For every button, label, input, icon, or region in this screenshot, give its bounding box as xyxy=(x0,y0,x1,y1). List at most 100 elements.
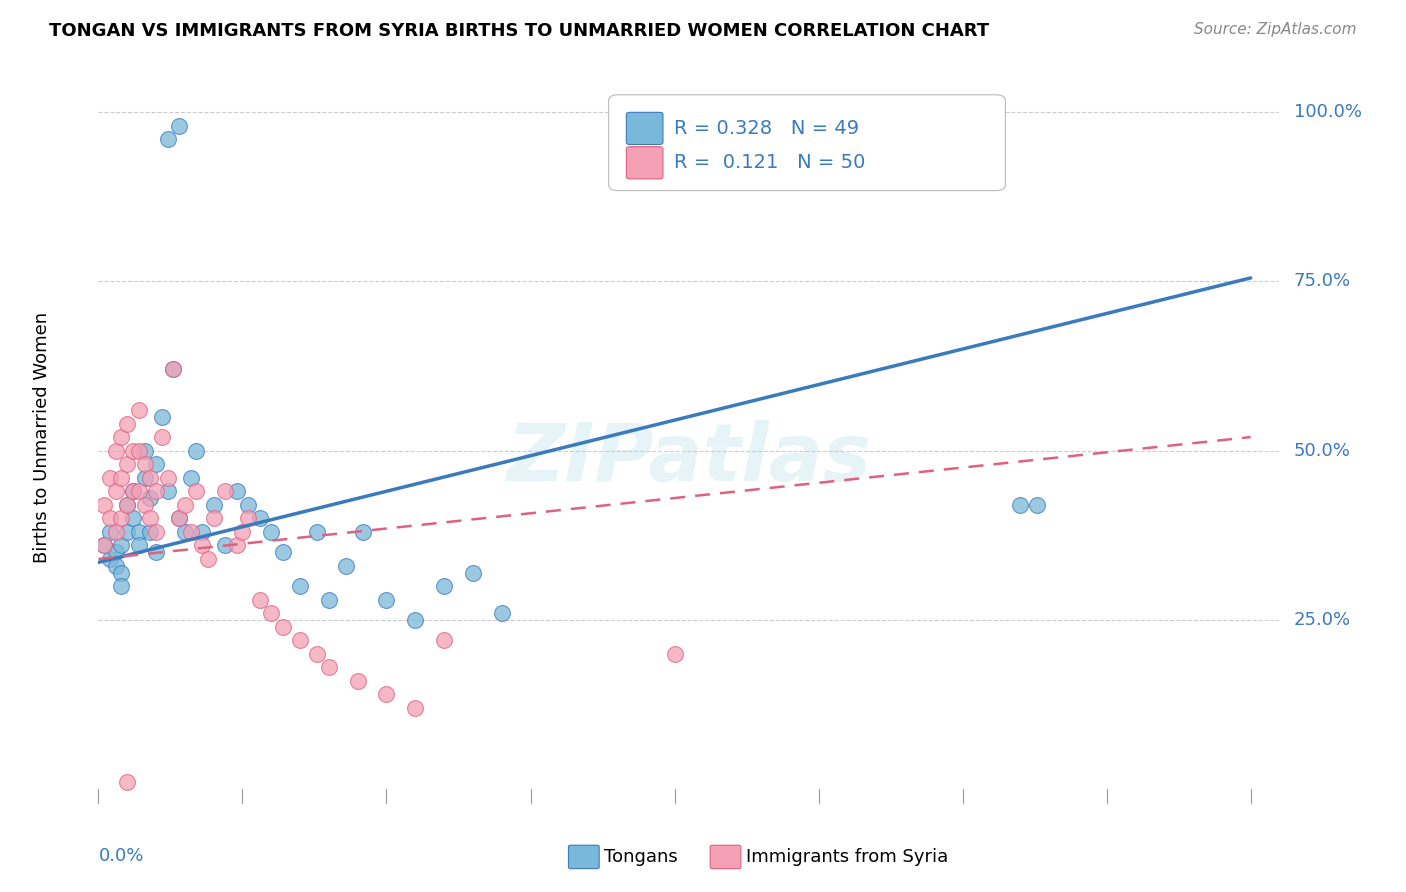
Point xyxy=(139,511,162,525)
FancyBboxPatch shape xyxy=(568,846,599,869)
Point xyxy=(288,579,311,593)
Point xyxy=(122,511,145,525)
Point xyxy=(110,511,132,525)
Point xyxy=(1010,498,1032,512)
Point xyxy=(433,579,456,593)
Point xyxy=(167,119,190,133)
Point xyxy=(162,362,184,376)
Text: R =  0.121   N = 50: R = 0.121 N = 50 xyxy=(673,153,865,172)
Point xyxy=(128,403,150,417)
FancyBboxPatch shape xyxy=(710,846,741,869)
Point xyxy=(180,524,202,539)
Point xyxy=(98,552,121,566)
Point xyxy=(375,592,398,607)
Point xyxy=(134,498,156,512)
Point xyxy=(231,524,253,539)
Point xyxy=(128,538,150,552)
Point xyxy=(115,457,138,471)
Point xyxy=(115,498,138,512)
Point xyxy=(104,524,127,539)
Point xyxy=(173,524,195,539)
Point xyxy=(145,484,167,499)
Point xyxy=(104,558,127,573)
Point xyxy=(122,443,145,458)
Point xyxy=(104,443,127,458)
Point xyxy=(150,409,173,424)
Point xyxy=(307,524,329,539)
Point xyxy=(162,362,184,376)
Point xyxy=(271,620,294,634)
Point xyxy=(186,443,208,458)
Text: 25.0%: 25.0% xyxy=(1294,611,1351,629)
Point xyxy=(491,606,513,620)
Point xyxy=(271,545,294,559)
Point xyxy=(93,498,115,512)
Point xyxy=(115,498,138,512)
FancyBboxPatch shape xyxy=(626,112,664,145)
Point xyxy=(404,701,426,715)
Text: 0.0%: 0.0% xyxy=(98,847,143,864)
FancyBboxPatch shape xyxy=(626,146,664,179)
Point xyxy=(335,558,357,573)
Point xyxy=(225,538,247,552)
Point xyxy=(191,524,214,539)
Point xyxy=(664,647,686,661)
Point xyxy=(167,511,190,525)
Point xyxy=(104,545,127,559)
Point xyxy=(433,633,456,648)
Text: 75.0%: 75.0% xyxy=(1294,272,1351,290)
Point xyxy=(288,633,311,648)
Point xyxy=(167,511,190,525)
Point xyxy=(307,647,329,661)
Point xyxy=(139,491,162,505)
Point xyxy=(191,538,214,552)
Point xyxy=(139,471,162,485)
Point xyxy=(115,524,138,539)
Point xyxy=(249,592,271,607)
Point xyxy=(122,484,145,499)
Point xyxy=(128,443,150,458)
Point xyxy=(214,484,236,499)
Text: Immigrants from Syria: Immigrants from Syria xyxy=(745,848,948,866)
Point xyxy=(98,524,121,539)
Point xyxy=(110,538,132,552)
Point xyxy=(115,775,138,789)
Point xyxy=(197,552,219,566)
Text: 50.0%: 50.0% xyxy=(1294,442,1351,459)
Point xyxy=(115,417,138,431)
Point xyxy=(238,498,260,512)
Text: Source: ZipAtlas.com: Source: ZipAtlas.com xyxy=(1194,22,1357,37)
Point xyxy=(461,566,484,580)
Point xyxy=(346,673,368,688)
Point xyxy=(110,566,132,580)
Text: 100.0%: 100.0% xyxy=(1294,103,1361,121)
Point xyxy=(145,457,167,471)
Point xyxy=(110,579,132,593)
Point xyxy=(238,511,260,525)
Text: Births to Unmarried Women: Births to Unmarried Women xyxy=(32,311,51,563)
Point xyxy=(1026,498,1049,512)
Point xyxy=(98,511,121,525)
Point xyxy=(145,524,167,539)
Point xyxy=(173,498,195,512)
Point xyxy=(249,511,271,525)
Point xyxy=(134,443,156,458)
Point xyxy=(180,471,202,485)
Point xyxy=(202,511,225,525)
Point xyxy=(145,545,167,559)
FancyBboxPatch shape xyxy=(609,95,1005,191)
Point xyxy=(260,606,283,620)
Point xyxy=(404,613,426,627)
Point xyxy=(93,538,115,552)
Point xyxy=(104,484,127,499)
Point xyxy=(318,660,340,674)
Point xyxy=(202,498,225,512)
Point xyxy=(110,430,132,444)
Point xyxy=(156,132,179,146)
Point xyxy=(134,457,156,471)
Text: ZIPatlas: ZIPatlas xyxy=(506,420,872,498)
Point xyxy=(375,688,398,702)
Point xyxy=(134,471,156,485)
Text: Tongans: Tongans xyxy=(605,848,678,866)
Point xyxy=(156,484,179,499)
